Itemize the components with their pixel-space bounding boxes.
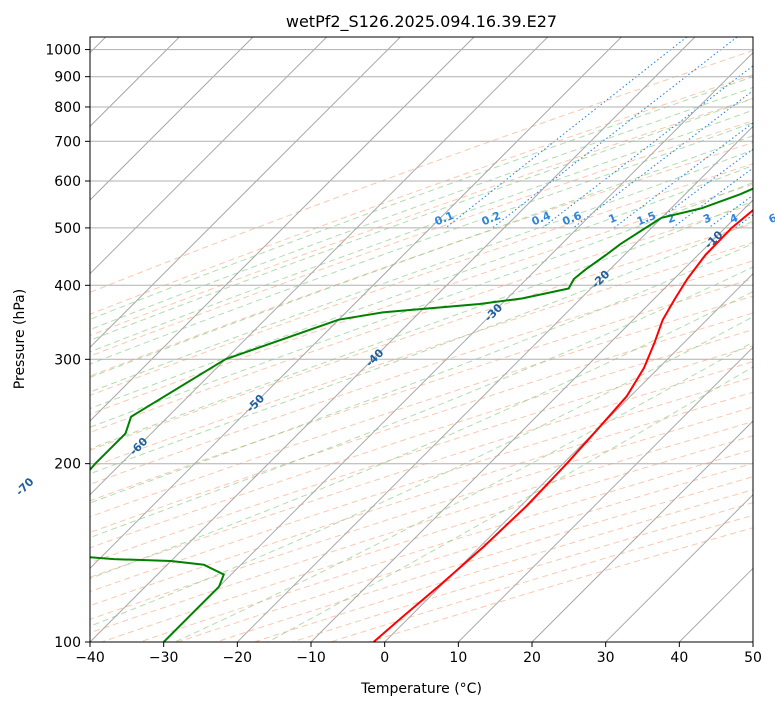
x-tick-label: 10 bbox=[449, 650, 467, 666]
y-tick-label: 1000 bbox=[45, 43, 81, 59]
y-axis-label: Pressure (hPa) bbox=[12, 289, 28, 389]
y-tick-label: 800 bbox=[54, 100, 81, 116]
y-tick-label: 300 bbox=[54, 352, 81, 368]
y-tick-label: 900 bbox=[54, 70, 81, 86]
x-tick-label: −40 bbox=[75, 650, 105, 666]
x-tick-label: 40 bbox=[670, 650, 688, 666]
x-tick-label: −20 bbox=[223, 650, 253, 666]
x-tick-label: 50 bbox=[744, 650, 762, 666]
chart-title: wetPf2_S126.2025.094.16.39.E27 bbox=[286, 12, 557, 32]
x-tick-label: 0 bbox=[380, 650, 389, 666]
y-tick-label: 500 bbox=[54, 221, 81, 237]
x-tick-label: 20 bbox=[523, 650, 541, 666]
y-tick-label: 100 bbox=[54, 635, 81, 651]
x-tick-label: −10 bbox=[296, 650, 326, 666]
y-tick-label: 700 bbox=[54, 134, 81, 150]
y-tick-label: 600 bbox=[54, 174, 81, 190]
y-tick-label: 400 bbox=[54, 278, 81, 294]
y-tick-label: 200 bbox=[54, 457, 81, 473]
x-axis-label: Temperature (°C) bbox=[360, 681, 482, 697]
x-tick-label: 30 bbox=[597, 650, 615, 666]
x-tick-label: −30 bbox=[149, 650, 179, 666]
